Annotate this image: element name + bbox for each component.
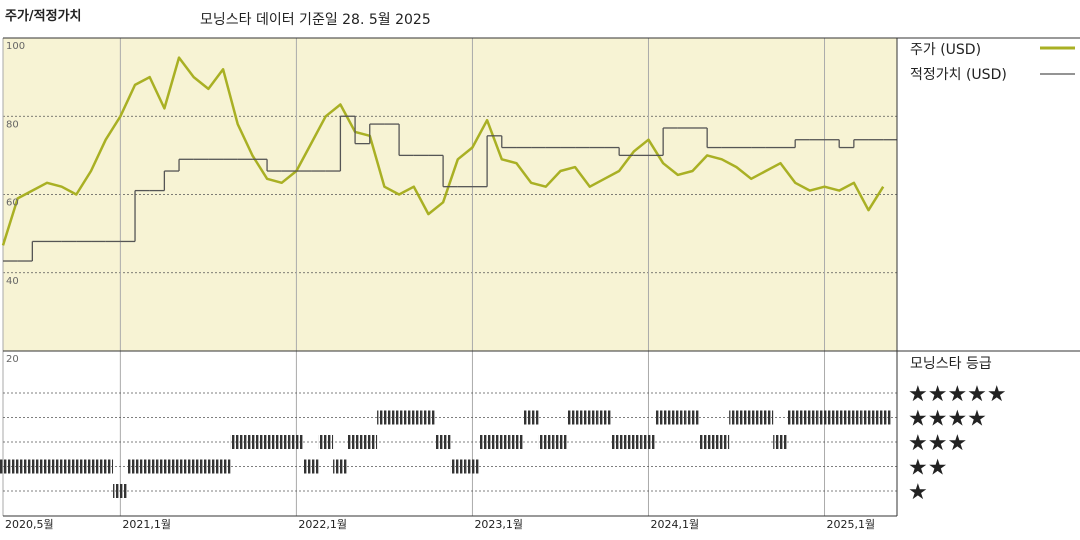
marks <box>0 56 897 498</box>
legend-label: 주가 (USD) <box>910 42 981 58</box>
rating-bar <box>274 435 290 449</box>
rating-bar <box>377 410 392 425</box>
rating-bar <box>626 435 642 449</box>
rating-bar <box>861 410 876 425</box>
rating-bar <box>142 459 158 474</box>
rating-title: 모닝스타 등급 <box>910 356 992 372</box>
rating-level-label: ★★★★★ <box>908 382 1007 407</box>
rating-bar <box>69 459 84 474</box>
rating-bar <box>347 435 363 449</box>
rating-bar <box>333 459 348 474</box>
rating-bar <box>465 459 480 474</box>
y-tick-label: 20 <box>6 354 19 365</box>
rating-bar <box>435 435 451 449</box>
rating-bar <box>406 410 422 425</box>
rating-level-label: ★★★ <box>908 431 967 456</box>
x-tick-label: 2020,5월 <box>5 518 54 531</box>
rating-bar <box>421 410 436 425</box>
rating-bar <box>303 459 319 474</box>
chart-title: 주가/적정가치 <box>5 8 82 24</box>
rating-bar <box>391 410 407 425</box>
rating-bar <box>83 459 99 474</box>
legend-label: 적정가치 (USD) <box>910 67 1007 83</box>
rating-bar <box>289 435 304 449</box>
rating-bar <box>494 435 510 449</box>
rating-bar <box>10 459 26 474</box>
rating-bar <box>773 435 788 449</box>
rating-level-label: ★ <box>908 480 928 505</box>
rating-bar <box>846 410 862 425</box>
y-tick-label: 40 <box>6 276 19 287</box>
rating-bar <box>802 410 818 425</box>
rating-bar <box>817 410 832 425</box>
rating-bar <box>201 459 216 474</box>
rating-bar <box>743 410 759 425</box>
rating-bar <box>685 410 700 425</box>
rating-bar <box>362 435 378 449</box>
rating-bar <box>479 435 495 449</box>
rating-bar <box>450 459 466 474</box>
rating-bar <box>567 410 583 425</box>
rating-bar <box>318 435 334 449</box>
chart-subtitle: 모닝스타 데이터 기준일 28. 5월 2025 <box>200 12 431 28</box>
rating-bar <box>611 435 627 449</box>
rating-bar <box>553 435 568 449</box>
rating-bar <box>259 435 275 449</box>
rating-bar <box>831 410 847 425</box>
rating-bar <box>230 435 246 449</box>
x-tick-label: 2024,1월 <box>650 518 699 531</box>
rating-bar <box>699 435 715 449</box>
x-tick-label: 2022,1월 <box>298 518 347 531</box>
rating-bar <box>127 459 143 474</box>
rating-bar <box>113 484 128 498</box>
rating-bar <box>670 410 686 425</box>
rating-bar <box>875 410 891 425</box>
rating-bar <box>538 435 554 449</box>
x-tick-label: 2021,1월 <box>122 518 171 531</box>
rating-bar <box>39 459 55 474</box>
rating-level-label: ★★ <box>908 456 947 481</box>
rating-bar <box>582 410 598 425</box>
rating-bar <box>0 459 11 474</box>
y-tick-label: 80 <box>6 119 19 130</box>
rating-bar <box>186 459 202 474</box>
rating-bar <box>54 459 70 474</box>
x-tick-label: 2025,1월 <box>827 518 876 531</box>
rating-bar <box>215 459 231 474</box>
rating-level-label: ★★★★ <box>908 407 987 432</box>
rating-bar <box>245 435 260 449</box>
rating-bar <box>714 435 730 449</box>
rating-bar <box>787 410 803 425</box>
y-tick-label: 100 <box>6 41 25 52</box>
rating-bar <box>655 410 671 425</box>
rating-bar <box>641 435 656 449</box>
rating-bar <box>171 459 187 474</box>
rating-bar <box>758 410 774 425</box>
rating-bar <box>157 459 172 474</box>
x-tick-label: 2023,1월 <box>474 518 523 531</box>
price-line <box>1 56 885 246</box>
y-tick-label: 60 <box>6 198 19 209</box>
rating-bar <box>509 435 524 449</box>
rating-bar <box>98 459 114 474</box>
rating-bar <box>25 459 40 474</box>
rating-bar <box>597 410 612 425</box>
rating-bar <box>729 410 744 425</box>
rating-bar <box>523 410 539 425</box>
